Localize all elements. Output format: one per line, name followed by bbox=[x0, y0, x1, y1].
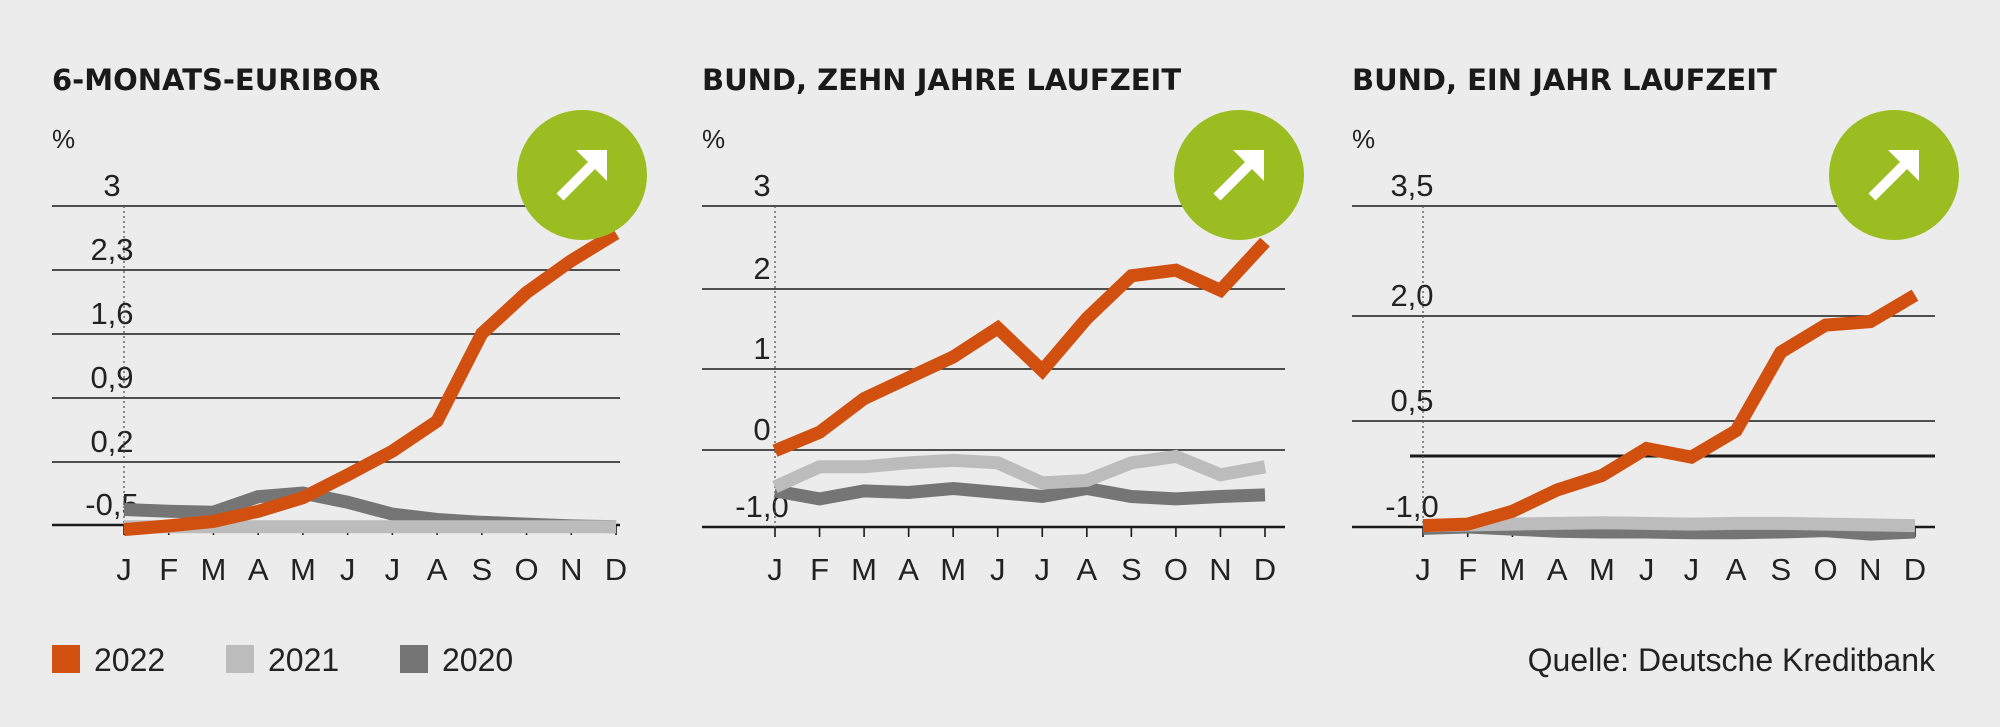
x-tick-label: J bbox=[990, 552, 1006, 587]
x-tick-label: J bbox=[1035, 552, 1051, 587]
x-tick-label: N bbox=[560, 552, 582, 587]
x-tick-label: S bbox=[1770, 552, 1791, 587]
x-tick-label: F bbox=[159, 552, 178, 587]
y-tick-label: 2,0 bbox=[1390, 278, 1433, 313]
arrow-up-right-icon bbox=[556, 150, 607, 201]
x-tick-label: O bbox=[1164, 552, 1188, 587]
series-line-2022 bbox=[1422, 289, 1919, 533]
series-line-2021 bbox=[772, 449, 1267, 493]
x-tick-label: N bbox=[1209, 552, 1231, 587]
x-tick-label: D bbox=[605, 552, 627, 587]
y-unit-label: % bbox=[52, 124, 75, 154]
x-tick-label: F bbox=[1458, 552, 1477, 587]
legend-label-2020: 2020 bbox=[442, 642, 513, 678]
arrow-up-right-icon bbox=[1868, 150, 1919, 201]
y-tick-label: 0,2 bbox=[90, 424, 133, 459]
x-tick-label: J bbox=[1684, 552, 1700, 587]
x-tick-label: J bbox=[116, 552, 132, 587]
y-tick-label: 3 bbox=[103, 168, 120, 203]
x-tick-label: M bbox=[851, 552, 877, 587]
x-tick-label: N bbox=[1859, 552, 1881, 587]
y-tick-label: 1 bbox=[753, 331, 770, 366]
x-tick-label: O bbox=[514, 552, 538, 587]
series-line-2020 bbox=[773, 481, 1266, 506]
y-tick-label: 2,3 bbox=[90, 232, 133, 267]
y-tick-label: 0 bbox=[753, 412, 770, 447]
x-tick-label: A bbox=[427, 552, 448, 587]
legend-swatch-2022 bbox=[52, 645, 80, 673]
x-tick-label: F bbox=[810, 552, 829, 587]
series-line-2022 bbox=[772, 237, 1270, 457]
x-tick-label: O bbox=[1813, 552, 1837, 587]
trend-up-badge bbox=[1829, 110, 1959, 240]
series-line-2021 bbox=[1422, 516, 1916, 533]
y-tick-label: 2 bbox=[753, 251, 770, 286]
series-line-2022 bbox=[123, 227, 620, 537]
y-unit-label: % bbox=[1352, 124, 1375, 154]
panel-title: 6-MONATS-EURIBOR bbox=[52, 63, 380, 97]
x-tick-label: M bbox=[940, 552, 966, 587]
x-tick-label: A bbox=[1726, 552, 1747, 587]
y-unit-label: % bbox=[702, 124, 725, 154]
y-tick-label: 0,9 bbox=[90, 360, 133, 395]
panel-bund-1y: BUND, EIN JAHR LAUFZEIT%3,52,00,5-1,0J F M… bbox=[1352, 63, 1959, 587]
y-tick-label: 0,5 bbox=[1390, 383, 1433, 418]
x-tick-label: M bbox=[290, 552, 316, 587]
x-tick-label: J bbox=[340, 552, 356, 587]
x-tick-label: M bbox=[1589, 552, 1615, 587]
x-tick-label: J bbox=[1415, 552, 1431, 587]
x-tick-label: A bbox=[1547, 552, 1568, 587]
x-tick-label: A bbox=[898, 552, 919, 587]
legend-label-2022: 2022 bbox=[94, 642, 165, 678]
x-tick-label: J bbox=[385, 552, 401, 587]
x-tick-label: M bbox=[1500, 552, 1526, 587]
x-tick-label: S bbox=[1121, 552, 1142, 587]
legend: 2022 2021 2020 bbox=[52, 642, 513, 678]
x-tick-label: A bbox=[1076, 552, 1097, 587]
trend-up-badge bbox=[1174, 110, 1304, 240]
panel-euribor: 6-MONATS-EURIBOR%32,31,60,90,2-0,5J F M A M J… bbox=[52, 63, 647, 587]
y-tick-label: 1,6 bbox=[90, 296, 133, 331]
x-tick-label: J bbox=[767, 552, 783, 587]
legend-swatch-2020 bbox=[400, 645, 428, 673]
y-tick-label: -1,0 bbox=[1385, 489, 1438, 524]
legend-label-2021: 2021 bbox=[268, 642, 339, 678]
x-tick-label: S bbox=[471, 552, 492, 587]
arrow-up-right-icon bbox=[1213, 150, 1264, 201]
x-tick-label: A bbox=[248, 552, 269, 587]
source-note: Quelle: Deutsche Kreditbank bbox=[1528, 642, 1936, 678]
panel-title: BUND, EIN JAHR LAUFZEIT bbox=[1352, 63, 1777, 97]
trend-up-badge bbox=[517, 110, 647, 240]
legend-swatch-2021 bbox=[226, 645, 254, 673]
y-tick-label: 3,5 bbox=[1390, 168, 1433, 203]
x-tick-label: D bbox=[1904, 552, 1926, 587]
y-tick-label: 3 bbox=[753, 168, 770, 203]
panel-title: BUND, ZEHN JAHRE LAUFZEIT bbox=[702, 63, 1181, 97]
x-tick-label: D bbox=[1254, 552, 1276, 587]
x-tick-label: J bbox=[1639, 552, 1655, 587]
x-tick-label: M bbox=[201, 552, 227, 587]
